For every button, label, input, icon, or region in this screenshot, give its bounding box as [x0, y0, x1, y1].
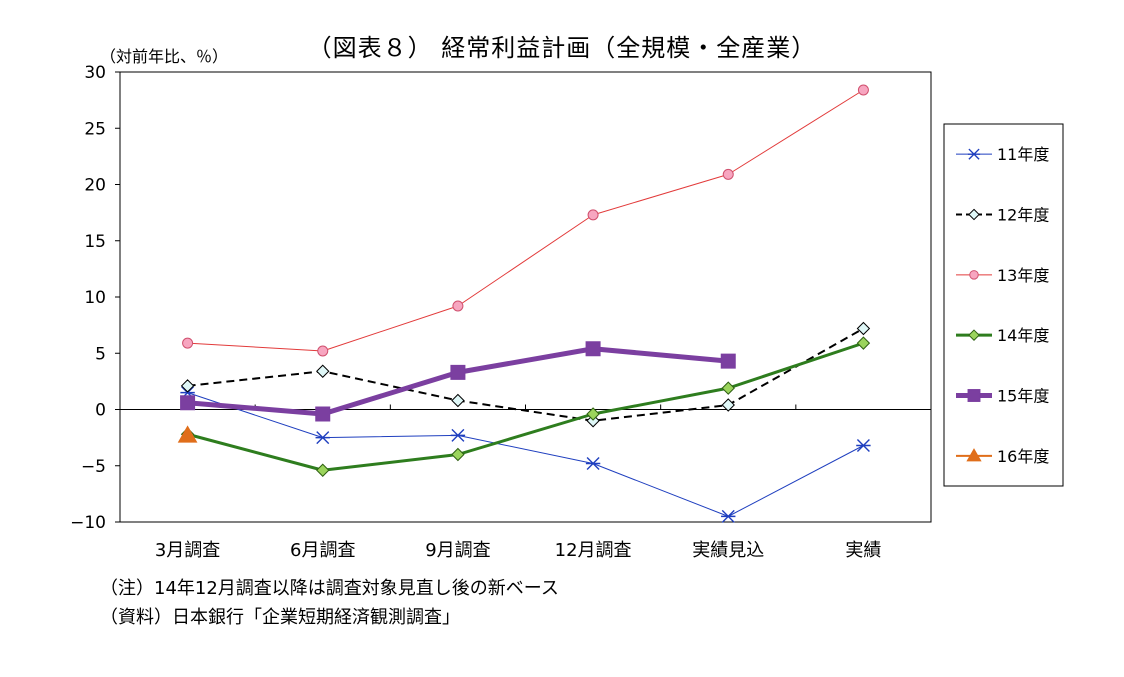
x-tick-label: 実績: [845, 540, 881, 561]
y-tick-label: 30: [84, 63, 106, 83]
data-point-diamond: [451, 393, 465, 408]
data-point-triangle: [177, 425, 198, 443]
data-point-square: [450, 364, 466, 380]
data-point-circle: [182, 337, 194, 349]
data-point-asterisk: [450, 428, 466, 442]
data-point-circle: [587, 209, 599, 221]
data-point-circle: [317, 345, 329, 357]
data-point-diamond: [316, 463, 330, 477]
y-tick-label: 25: [84, 119, 106, 139]
plot-frame: [119, 71, 932, 523]
data-point-diamond: [721, 381, 735, 395]
y-tick-label: 15: [84, 232, 106, 252]
x-tick-label: 実績見込: [692, 540, 764, 561]
data-point-diamond: [316, 364, 330, 378]
legend-label: 12年度: [997, 206, 1049, 225]
y-axis-unit-label: （対前年比、％）: [100, 47, 229, 66]
chart-source: （資料）日本銀行「企業短期経済観測調査」: [100, 607, 460, 628]
y-tick-label: 10: [84, 288, 106, 308]
x-tick-label: 9月調査: [425, 540, 490, 561]
data-point-square: [967, 389, 981, 402]
chart-title: （図表８） 経常利益計画（全規模・全産業）: [307, 34, 817, 62]
y-tick-label: −10: [70, 513, 106, 533]
data-point-square: [315, 406, 331, 422]
series-line: [187, 327, 864, 422]
legend-label: 14年度: [997, 326, 1049, 345]
y-tick-label: −5: [81, 457, 106, 477]
data-point-asterisk: [856, 439, 871, 452]
data-point-diamond: [721, 398, 735, 412]
series-line: [187, 392, 864, 517]
data-point-asterisk: [721, 509, 736, 523]
data-point-square: [585, 341, 601, 357]
x-tick-label: 12月調査: [555, 540, 632, 561]
data-point-diamond: [856, 336, 871, 350]
data-point-circle: [452, 300, 464, 312]
data-point-diamond: [856, 321, 871, 336]
series-line: [187, 89, 864, 352]
legend-box: [943, 123, 1064, 487]
data-point-diamond: [968, 329, 980, 341]
legend-label: 16年度: [997, 447, 1049, 466]
data-point-circle: [969, 270, 979, 280]
data-point-asterisk: [315, 431, 330, 445]
data-point-circle: [857, 84, 869, 96]
data-point-circle: [722, 168, 734, 180]
x-tick-label: 6月調査: [290, 540, 355, 561]
y-tick-label: 5: [95, 344, 106, 364]
legend-label: 13年度: [997, 266, 1049, 285]
data-point-asterisk: [585, 457, 601, 470]
data-point-square: [180, 395, 196, 411]
legend-label: 11年度: [997, 145, 1049, 164]
data-point-diamond: [451, 447, 465, 462]
data-point-diamond: [586, 414, 600, 428]
data-point-diamond: [968, 208, 980, 221]
data-point-square: [720, 353, 736, 369]
y-tick-label: 20: [84, 176, 106, 196]
data-point-triangle: [966, 448, 982, 462]
data-point-diamond: [180, 379, 195, 393]
legend-label: 15年度: [997, 387, 1049, 406]
y-tick-label: 0: [95, 401, 106, 421]
data-point-asterisk: [967, 148, 981, 160]
series-line: [187, 341, 864, 472]
x-tick-label: 3月調査: [155, 540, 220, 561]
chart-note: （注）14年12月調査以降は調査対象見直し後の新ベース: [100, 578, 559, 599]
data-point-diamond: [586, 407, 600, 421]
